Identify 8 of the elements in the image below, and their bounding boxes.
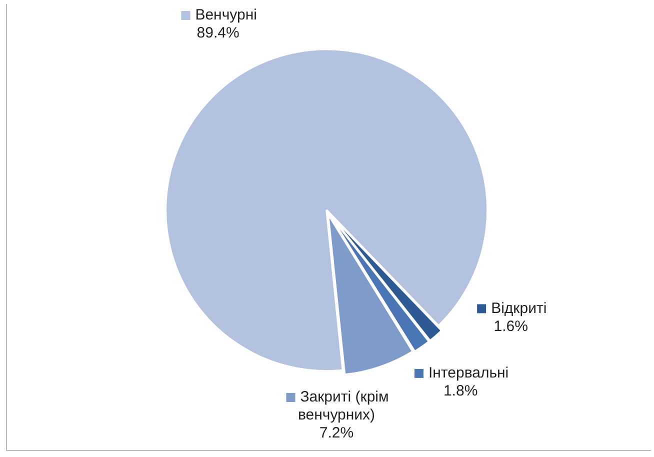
data-label: 1.8% <box>443 382 478 400</box>
legend-label: Інтервальні <box>428 364 509 382</box>
data-label: 7.2% <box>319 424 354 442</box>
data-label: 89.4% <box>196 24 240 42</box>
legend-label: Закриті (крім венчурних) <box>298 388 389 424</box>
legend-label: Відкриті <box>491 300 547 317</box>
data-label: 1.6% <box>494 318 528 335</box>
legend-label: Венчурні <box>195 6 257 24</box>
